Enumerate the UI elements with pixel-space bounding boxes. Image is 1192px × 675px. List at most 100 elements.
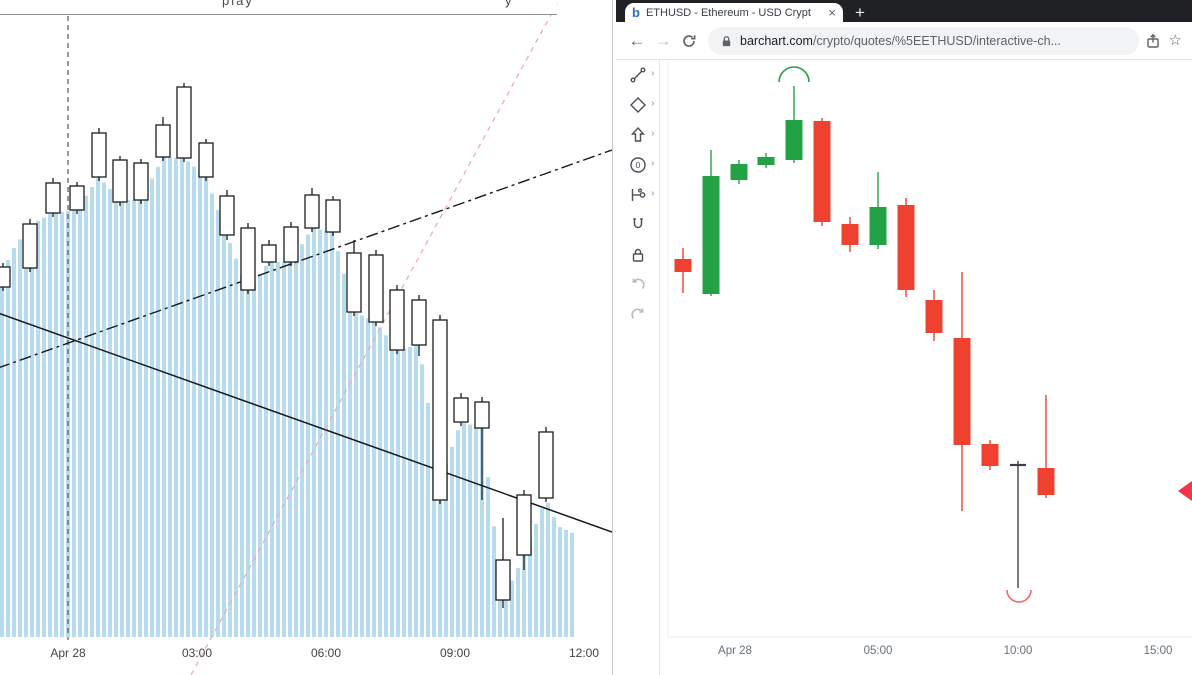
candle-body — [45, 182, 61, 214]
x-axis-label: Apr 28 — [50, 646, 86, 660]
area-bar — [330, 231, 334, 638]
area-bar — [480, 428, 484, 637]
area-bar — [36, 220, 40, 637]
submenu-chevron-icon[interactable]: › — [651, 188, 655, 199]
x-axis-label: 12:00 — [569, 646, 599, 660]
submenu-chevron-icon[interactable]: › — [651, 98, 655, 109]
shapes-tool[interactable]: › — [616, 90, 660, 120]
cropped-header-text: y — [505, 0, 514, 8]
bookmark-star-icon[interactable]: ☆ — [1168, 32, 1182, 49]
area-bar — [210, 193, 214, 637]
area-bar — [102, 182, 106, 637]
candle-body — [841, 224, 859, 245]
drawing-toolbar: › › › 0 — [616, 60, 660, 675]
svg-text:0: 0 — [635, 160, 640, 170]
area-bar — [420, 364, 424, 637]
candle-body — [953, 338, 971, 445]
candle-body — [325, 199, 341, 233]
browser-window: b ETHUSD - Ethereum - USD Crypt × + ← → — [616, 0, 1192, 675]
right-chart-canvas[interactable]: Apr 28 05:00 10:00 15:00 — [616, 60, 1192, 675]
area-bar — [564, 530, 568, 637]
area-bar — [348, 296, 352, 637]
undo-button[interactable] — [616, 270, 660, 300]
submenu-chevron-icon[interactable]: › — [651, 68, 655, 79]
area-bar — [282, 262, 286, 637]
low-arc-annotation[interactable] — [1006, 589, 1032, 603]
area-bar — [84, 195, 88, 637]
magnet-tool[interactable] — [616, 210, 660, 240]
candle-body — [112, 159, 128, 203]
candle-body — [538, 431, 554, 499]
area-bar — [468, 424, 472, 637]
share-icon[interactable] — [1145, 33, 1161, 49]
submenu-chevron-icon[interactable]: › — [651, 158, 655, 169]
area-bar — [318, 229, 322, 637]
area-bar — [78, 204, 82, 638]
area-bar — [432, 441, 436, 637]
area-bar — [228, 242, 232, 637]
area-bar — [378, 327, 382, 637]
trend-line-tool[interactable]: › — [616, 60, 660, 90]
candle-body — [1037, 468, 1055, 495]
lock-tool[interactable] — [616, 240, 660, 270]
area-bar — [486, 477, 490, 637]
area-bar — [516, 567, 520, 637]
high-arc-annotation[interactable] — [778, 66, 810, 83]
circle-annotation-tool[interactable]: 0 › — [616, 150, 660, 180]
submenu-chevron-icon[interactable]: › — [651, 128, 655, 139]
lock-icon — [632, 248, 643, 262]
price-marker[interactable] — [1178, 481, 1192, 501]
area-bar — [558, 527, 562, 637]
area-bar — [150, 178, 154, 637]
area-bar — [120, 200, 124, 637]
candle-body — [240, 227, 256, 291]
address-bar[interactable]: barchart.com/crypto/quotes/%5EETHUSD/int… — [708, 26, 1139, 55]
left-chart-canvas[interactable]: Apr 28 03:00 06:00 09:00 12:00 — [0, 0, 612, 675]
candle-body — [133, 162, 149, 201]
undo-icon — [632, 278, 645, 290]
area-bar — [522, 555, 526, 637]
area-bar — [408, 347, 412, 637]
redo-button[interactable] — [616, 300, 660, 330]
area-bar — [240, 274, 244, 637]
browser-tab[interactable]: b ETHUSD - Ethereum - USD Crypt × — [625, 3, 843, 22]
forward-button[interactable]: → — [654, 30, 672, 50]
area-bar — [246, 290, 250, 637]
browser-tab-strip: b ETHUSD - Ethereum - USD Crypt × + — [616, 0, 1192, 22]
candle-body — [69, 185, 85, 211]
tab-close-icon[interactable]: × — [828, 5, 836, 20]
candle-body — [474, 401, 490, 429]
area-bar — [570, 533, 574, 637]
back-button[interactable]: ← — [628, 30, 646, 50]
area-bar — [96, 178, 100, 637]
area-bar — [402, 348, 406, 637]
candle-body — [219, 195, 235, 236]
area-bar — [414, 345, 418, 637]
candle-body — [411, 299, 427, 346]
descending-solid-trendline[interactable] — [0, 312, 612, 533]
area-bar — [438, 480, 442, 637]
x-axis-label: 06:00 — [311, 646, 341, 660]
area-bar — [540, 508, 544, 637]
area-bar — [30, 223, 34, 637]
ascending-dashdot-trendline[interactable] — [0, 149, 612, 369]
x-axis-label: 15:00 — [1144, 645, 1173, 657]
forecast-tool[interactable]: › — [616, 180, 660, 210]
area-bar — [366, 318, 370, 637]
left-panel-header: play y — [0, 0, 557, 15]
area-bar — [108, 189, 112, 637]
candle-body — [155, 124, 171, 158]
area-bar — [6, 260, 10, 637]
area-bar — [216, 210, 220, 637]
reload-button[interactable] — [676, 28, 702, 54]
candle-body — [91, 132, 107, 178]
new-tab-button[interactable]: + — [855, 2, 865, 22]
pink-dashed-trendline[interactable] — [190, 0, 560, 675]
forecast-icon — [631, 188, 645, 201]
area-bar — [360, 315, 364, 637]
candle-body — [925, 300, 943, 333]
area-bar — [390, 343, 394, 637]
candle-body — [283, 226, 299, 263]
candle-body — [346, 252, 362, 313]
arrow-tool[interactable]: › — [616, 120, 660, 150]
